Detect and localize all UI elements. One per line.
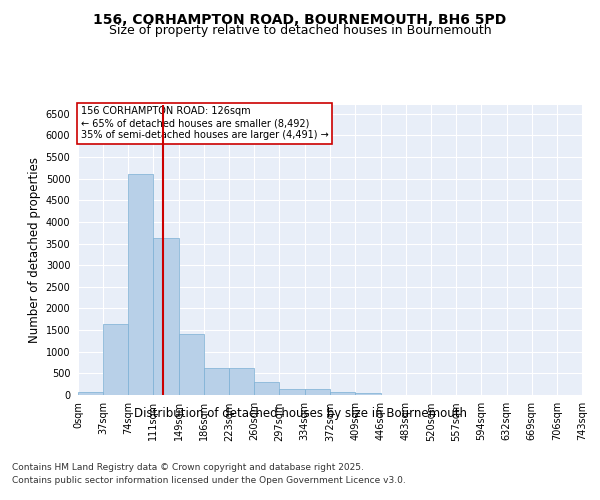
Bar <box>78 392 103 395</box>
Bar <box>254 382 280 395</box>
Bar <box>280 390 305 395</box>
Bar <box>355 394 380 395</box>
Text: Contains HM Land Registry data © Crown copyright and database right 2025.: Contains HM Land Registry data © Crown c… <box>12 464 364 472</box>
Bar <box>305 390 331 395</box>
Bar <box>128 174 153 395</box>
Bar <box>204 368 229 395</box>
Text: Distribution of detached houses by size in Bournemouth: Distribution of detached houses by size … <box>133 408 467 420</box>
Text: Size of property relative to detached houses in Bournemouth: Size of property relative to detached ho… <box>109 24 491 37</box>
Bar <box>153 238 179 395</box>
Bar <box>331 392 355 395</box>
Text: 156 CORHAMPTON ROAD: 126sqm
← 65% of detached houses are smaller (8,492)
35% of : 156 CORHAMPTON ROAD: 126sqm ← 65% of det… <box>80 106 328 140</box>
Bar <box>179 334 204 395</box>
Text: 156, CORHAMPTON ROAD, BOURNEMOUTH, BH6 5PD: 156, CORHAMPTON ROAD, BOURNEMOUTH, BH6 5… <box>94 12 506 26</box>
Text: Contains public sector information licensed under the Open Government Licence v3: Contains public sector information licen… <box>12 476 406 485</box>
Bar <box>103 324 128 395</box>
Y-axis label: Number of detached properties: Number of detached properties <box>28 157 41 343</box>
Bar <box>229 368 254 395</box>
